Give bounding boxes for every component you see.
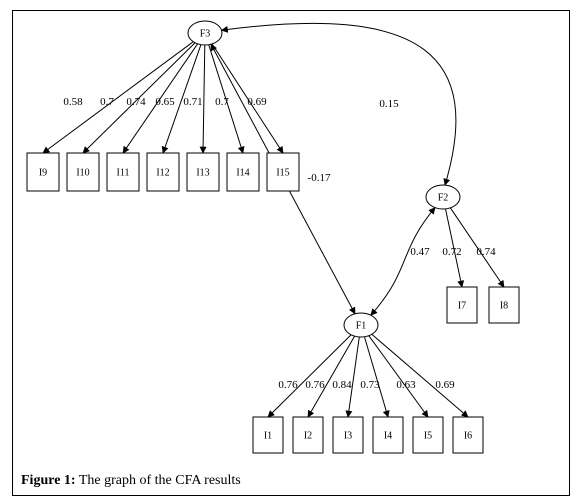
observed-label-i14: I14 (236, 168, 249, 179)
observed-label-i11: I11 (117, 168, 130, 179)
observed-label-i13: I13 (196, 168, 209, 179)
figure-caption-text: The graph of the CFA results (76, 473, 241, 488)
observed-label-i15: I15 (276, 168, 289, 179)
observed-label-i1: I1 (264, 431, 272, 442)
cfa-diagram: I9 I10 I11 I12 I13 I14 I15 I7 I8 I1 I2 I3 I4 I5 I6 F3 F2… (13, 11, 569, 471)
latent-label-f2: F2 (438, 193, 449, 204)
loading-f3-i13 (203, 45, 205, 153)
figure-caption: Figure 1: The graph of the CFA results (21, 473, 241, 489)
factor-edge-f2-f1 (371, 208, 435, 316)
loading-label-f1-i4: 0.73 (360, 379, 380, 391)
loading-f1-i4 (364, 337, 388, 417)
latent-label-f3: F3 (200, 29, 211, 40)
loading-label-f2-i7: 0.72 (442, 246, 461, 258)
loading-label-f3-i15: 0.69 (247, 96, 267, 108)
loading-f1-i3 (348, 337, 359, 417)
factor-edge-label-f2-f3: 0.15 (379, 98, 399, 110)
observed-label-i6: I6 (464, 431, 472, 442)
loading-label-f1-i2: 0.76 (305, 379, 325, 391)
observed-label-i3: I3 (344, 431, 352, 442)
loading-label-f1-i5: 0.63 (396, 379, 416, 391)
loading-label-f3-i9: 0.58 (63, 96, 83, 108)
loading-label-f1-i6: 0.69 (435, 379, 455, 391)
figure-frame: I9 I10 I11 I12 I13 I14 I15 I7 I8 I1 I2 I3 I4 I5 I6 F3 F2… (12, 10, 570, 496)
loading-f1-i6 (372, 334, 468, 417)
loading-f1-i1 (268, 335, 351, 417)
observed-label-i9: I9 (39, 168, 47, 179)
loading-label-f3-i14: 0.7 (215, 96, 229, 108)
factor-edge-label-f2-f1: 0.47 (410, 246, 430, 258)
loading-label-f2-i8: 0.74 (476, 246, 496, 258)
observed-label-i2: I2 (304, 431, 312, 442)
observed-label-i10: I10 (76, 168, 89, 179)
loading-label-f1-i3: 0.84 (332, 379, 352, 391)
factor-edge-label-f3-f1: -0.17 (308, 172, 331, 184)
observed-label-i12: I12 (156, 168, 169, 179)
figure-caption-label: Figure 1: (21, 473, 76, 488)
loading-f1-i5 (369, 336, 428, 417)
observed-label-i8: I8 (500, 301, 508, 312)
latent-label-f1: F1 (356, 321, 367, 332)
loading-label-f3-i12: 0.65 (155, 96, 175, 108)
observed-label-i5: I5 (424, 431, 432, 442)
loading-label-f1-i1: 0.76 (278, 379, 298, 391)
observed-label-i7: I7 (458, 301, 466, 312)
loading-f1-i2 (308, 336, 355, 417)
loading-label-f3-i11: 0.74 (126, 96, 146, 108)
loading-label-f3-i10: 0.7 (100, 96, 114, 108)
observed-label-i4: I4 (384, 431, 392, 442)
loading-label-f3-i13: 0.71 (183, 96, 202, 108)
